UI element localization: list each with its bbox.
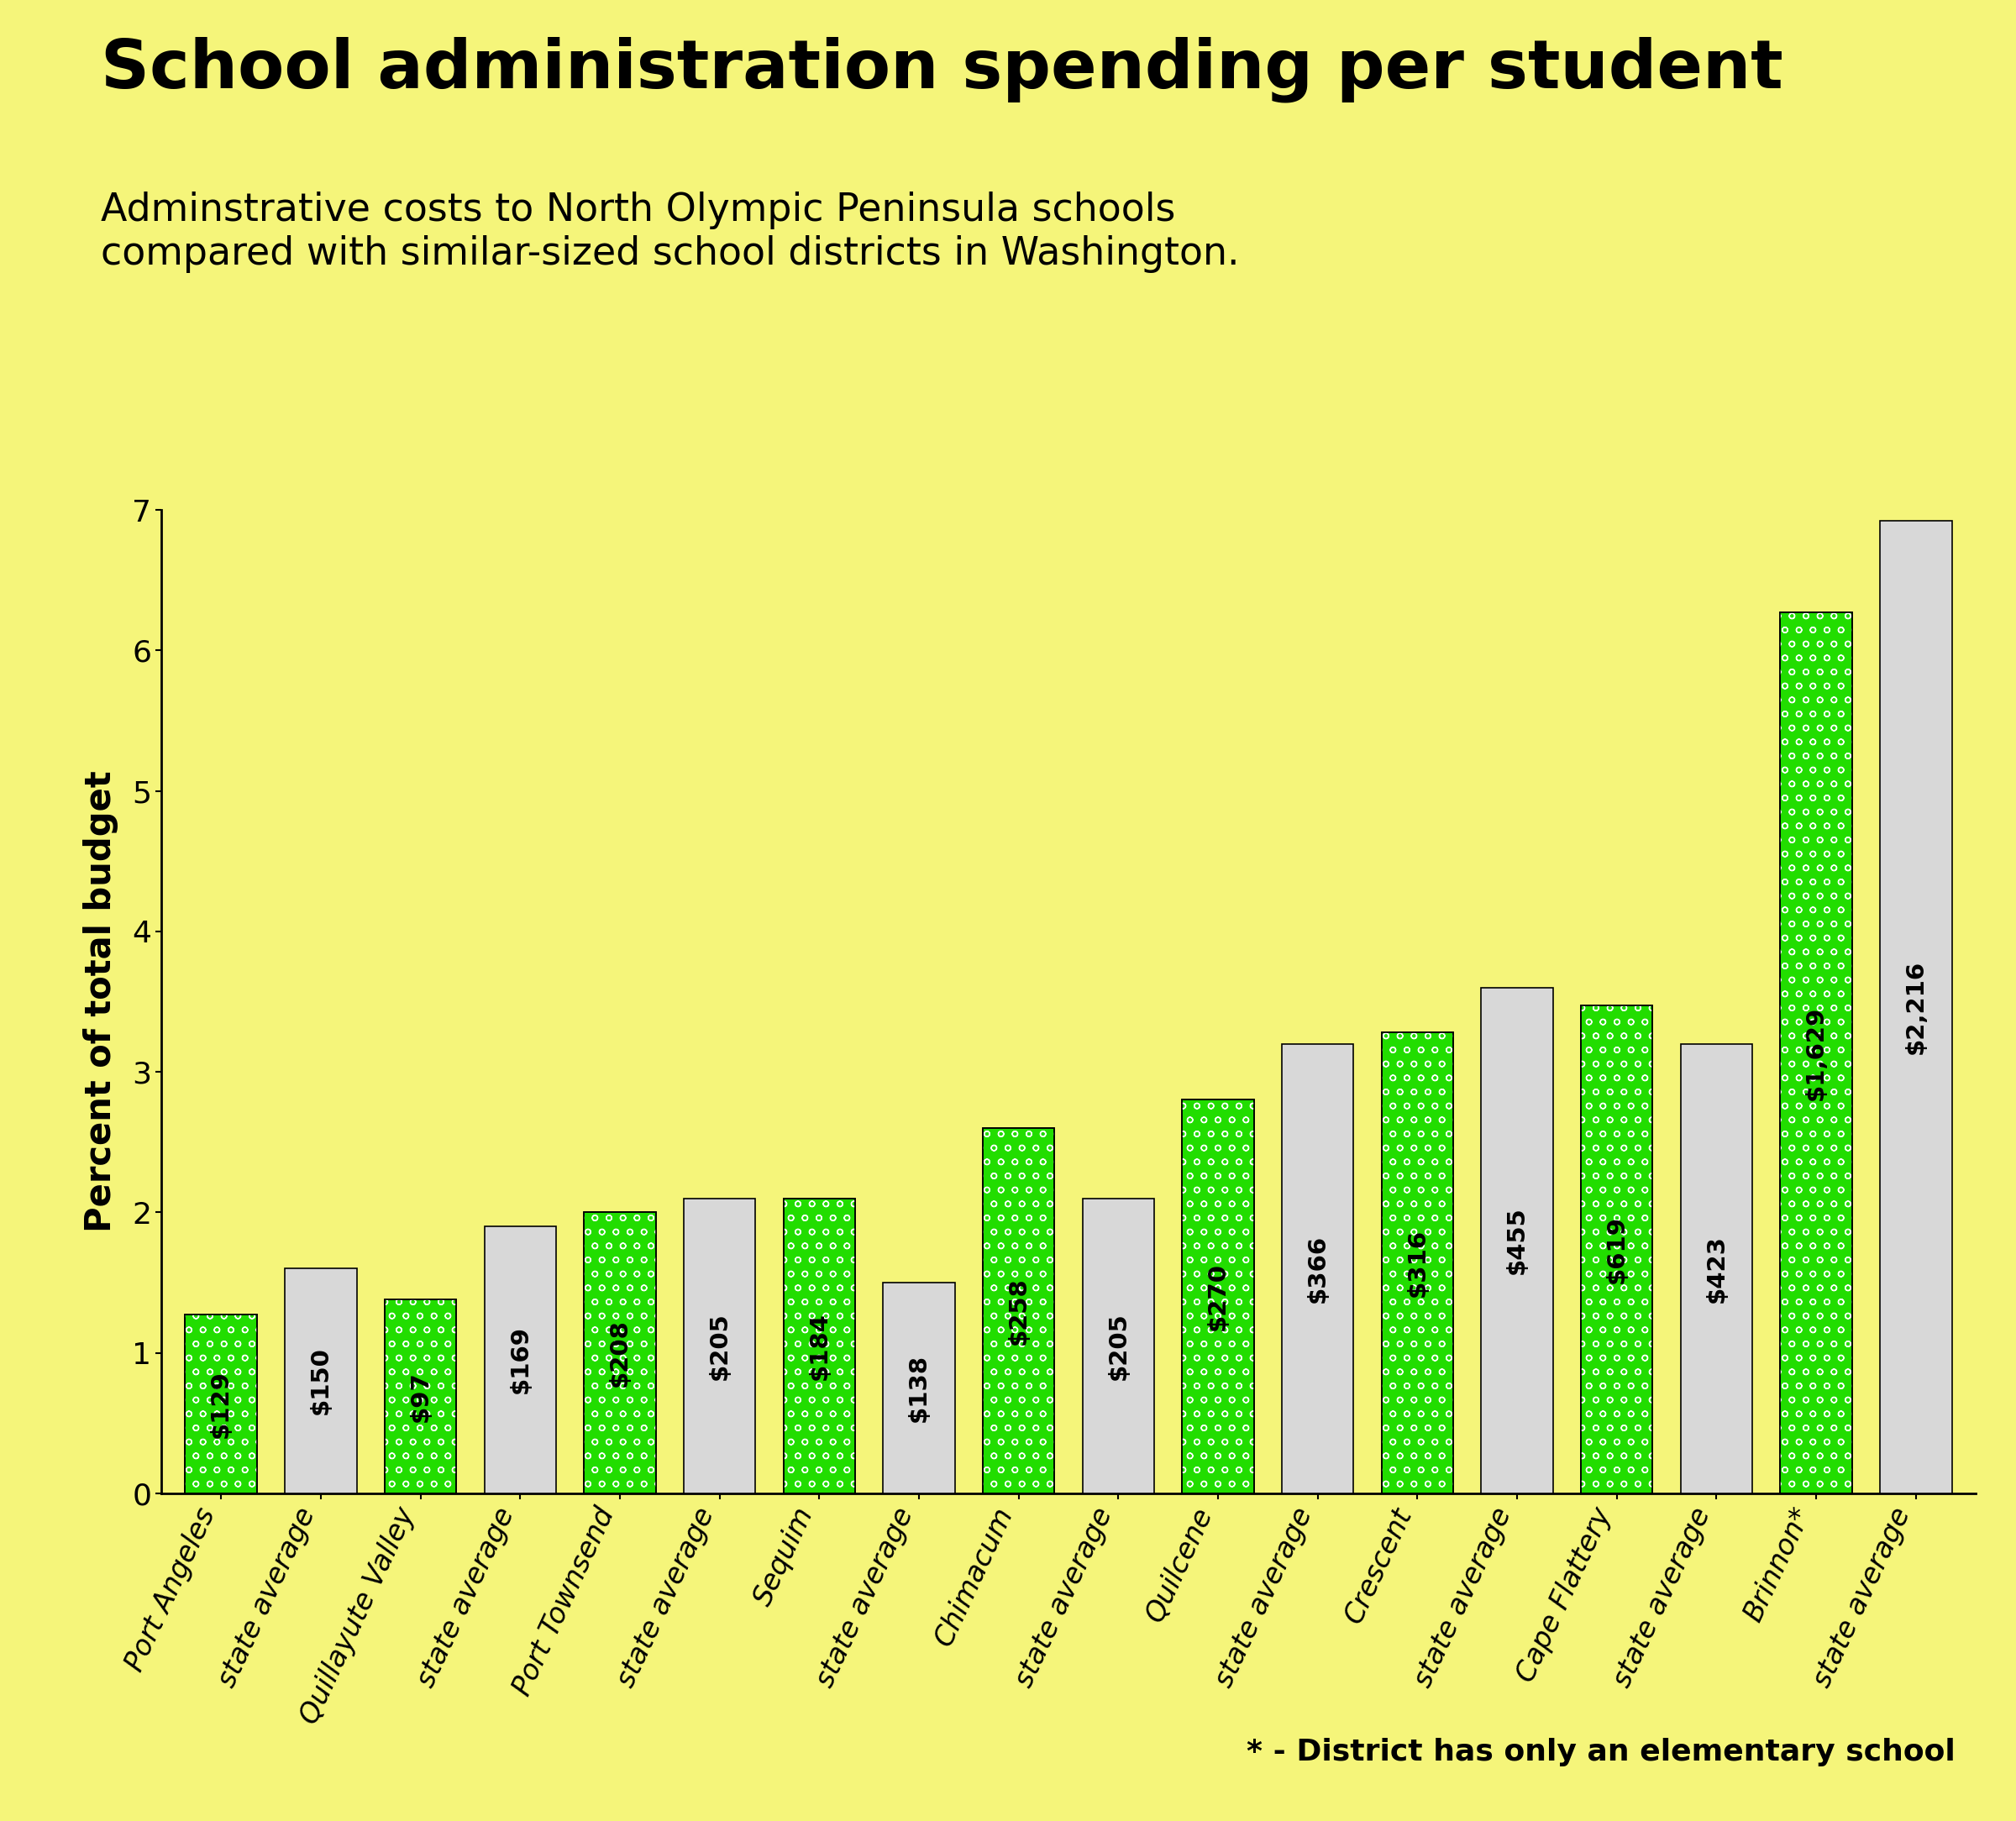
Text: $169: $169 bbox=[508, 1326, 532, 1393]
Bar bbox=[982, 1127, 1054, 1493]
Bar bbox=[185, 1315, 256, 1493]
Bar bbox=[1681, 1043, 1752, 1493]
Bar bbox=[1181, 1100, 1254, 1493]
Bar bbox=[484, 1226, 556, 1493]
Text: $423: $423 bbox=[1706, 1235, 1728, 1302]
Text: Adminstrative costs to North Olympic Peninsula schools
compared with similar-siz: Adminstrative costs to North Olympic Pen… bbox=[101, 191, 1240, 273]
Bar bbox=[683, 1198, 756, 1493]
Text: $619: $619 bbox=[1605, 1215, 1629, 1284]
Bar bbox=[585, 1213, 655, 1493]
Text: $150: $150 bbox=[308, 1348, 333, 1415]
Bar bbox=[982, 1127, 1054, 1493]
Text: $205: $205 bbox=[1107, 1311, 1131, 1380]
Bar bbox=[1780, 612, 1853, 1493]
Text: $138: $138 bbox=[907, 1353, 931, 1422]
Bar bbox=[1181, 1100, 1254, 1493]
Bar bbox=[784, 1198, 855, 1493]
Bar bbox=[1581, 1005, 1653, 1493]
Bar bbox=[1780, 612, 1853, 1493]
Bar bbox=[883, 1282, 956, 1493]
Text: $1,629: $1,629 bbox=[1804, 1005, 1829, 1100]
Bar bbox=[1881, 521, 1951, 1493]
Bar bbox=[385, 1300, 456, 1493]
Text: * - District has only an elementary school: * - District has only an elementary scho… bbox=[1246, 1737, 1956, 1766]
Bar bbox=[1482, 987, 1552, 1493]
Bar bbox=[1282, 1043, 1353, 1493]
Bar bbox=[185, 1315, 256, 1493]
Text: $455: $455 bbox=[1506, 1207, 1528, 1275]
Text: $316: $316 bbox=[1405, 1229, 1429, 1297]
Bar bbox=[585, 1213, 655, 1493]
Bar bbox=[1581, 1005, 1653, 1493]
Bar bbox=[385, 1300, 456, 1493]
Text: $129: $129 bbox=[210, 1369, 234, 1439]
Text: $184: $184 bbox=[808, 1311, 831, 1380]
Text: $97: $97 bbox=[409, 1371, 431, 1422]
Bar bbox=[784, 1198, 855, 1493]
Text: $2,216: $2,216 bbox=[1903, 960, 1927, 1054]
Y-axis label: Percent of total budget: Percent of total budget bbox=[83, 770, 119, 1233]
Bar bbox=[1181, 1100, 1254, 1493]
Bar bbox=[1381, 1033, 1454, 1493]
Bar bbox=[1581, 1005, 1653, 1493]
Bar bbox=[185, 1315, 256, 1493]
Text: $366: $366 bbox=[1306, 1235, 1329, 1302]
Text: $270: $270 bbox=[1206, 1262, 1230, 1331]
Bar bbox=[284, 1269, 357, 1493]
Bar bbox=[1780, 612, 1853, 1493]
Bar bbox=[1083, 1198, 1155, 1493]
Bar bbox=[784, 1198, 855, 1493]
Bar bbox=[585, 1213, 655, 1493]
Bar bbox=[385, 1300, 456, 1493]
Text: $208: $208 bbox=[609, 1318, 631, 1386]
Bar bbox=[1381, 1033, 1454, 1493]
Text: $258: $258 bbox=[1006, 1277, 1030, 1344]
Bar bbox=[1381, 1033, 1454, 1493]
Text: School administration spending per student: School administration spending per stude… bbox=[101, 36, 1782, 102]
Bar bbox=[982, 1127, 1054, 1493]
Text: $205: $205 bbox=[708, 1311, 732, 1380]
